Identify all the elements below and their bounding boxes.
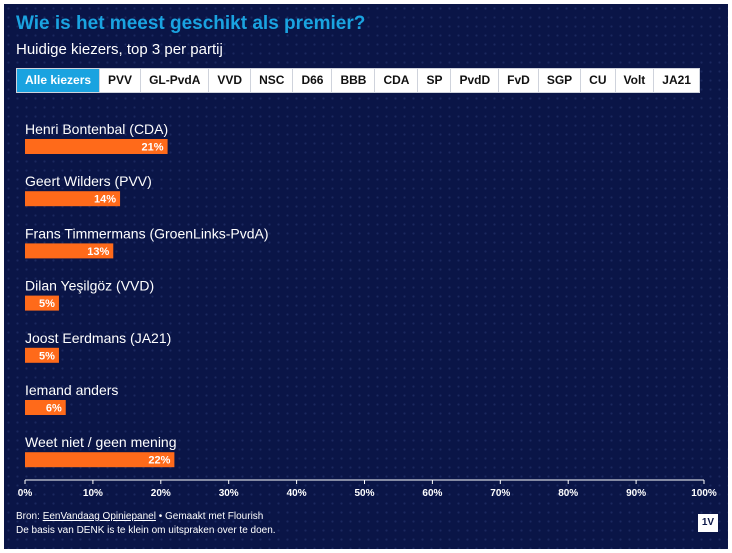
filter-tabs: Alle kiezers PVV GL-PvdA VVD NSC D66 BBB CDA SP P… <box>16 68 700 93</box>
tab-sgp[interactable]: SGP <box>538 69 582 92</box>
x-tick-label: 30% <box>219 488 239 499</box>
value-label: 21% <box>142 142 164 154</box>
chart-card: Wie is het meest geschikt als premier? H… <box>4 4 728 549</box>
x-tick-label: 50% <box>354 488 374 499</box>
x-tick-label: 90% <box>626 488 646 499</box>
tab-ja21[interactable]: JA21 <box>654 69 699 92</box>
bar <box>25 191 121 207</box>
tab-alle-kiezers[interactable]: Alle kiezers <box>17 69 101 92</box>
value-label: 22% <box>148 455 170 467</box>
bar <box>25 347 59 363</box>
category-label: Weet niet / geen mening <box>25 434 177 450</box>
tab-cu[interactable]: CU <box>581 69 616 92</box>
value-label: 5% <box>39 350 55 362</box>
x-tick-label: 60% <box>422 488 442 499</box>
category-label: Joost Eerdmans (JA21) <box>25 330 171 346</box>
source-prefix: Bron: <box>16 511 43 522</box>
category-label: Frans Timmermans (GroenLinks-PvdA) <box>25 225 269 241</box>
value-label: 13% <box>87 246 109 258</box>
tab-volt[interactable]: Volt <box>615 69 655 92</box>
category-label: Iemand anders <box>25 382 118 398</box>
value-label: 6% <box>46 403 62 415</box>
tab-bbb[interactable]: BBB <box>332 69 376 92</box>
category-label: Dilan Yeşilgöz (VVD) <box>25 278 154 294</box>
chart-subtitle: Huidige kiezers, top 3 per partij <box>16 41 223 58</box>
tab-pvv[interactable]: PVV <box>100 69 142 92</box>
tab-nsc[interactable]: NSC <box>251 69 294 92</box>
category-label: Henri Bontenbal (CDA) <box>25 121 168 137</box>
tab-gl-pvda[interactable]: GL-PvdA <box>141 69 210 92</box>
bar <box>25 400 66 415</box>
tab-sp[interactable]: SP <box>418 69 452 92</box>
footnote: De basis van DENK is te klein om uitspra… <box>16 525 276 536</box>
source-link[interactable]: EenVandaag Opiniepanel <box>42 511 156 522</box>
tab-d66[interactable]: D66 <box>293 69 333 92</box>
value-label: 14% <box>94 194 116 206</box>
source-suffix: • Gemaakt met Flourish <box>155 511 264 522</box>
x-tick-label: 0% <box>18 488 33 499</box>
tab-cda[interactable]: CDA <box>375 69 419 92</box>
bar <box>25 243 114 259</box>
category-label: Geert Wilders (PVV) <box>25 173 152 189</box>
tab-vvd[interactable]: VVD <box>209 69 252 92</box>
x-tick-label: 80% <box>558 488 578 499</box>
bar <box>25 452 175 468</box>
x-tick-label: 100% <box>691 488 717 499</box>
bar-chart: Henri Bontenbal (CDA) 21% Geert Wilders (P… <box>18 121 717 499</box>
bar <box>25 295 59 311</box>
x-tick-label: 10% <box>83 488 103 499</box>
eenvandaag-logo: 1V <box>698 514 718 532</box>
source-note: Bron: EenVandaag Opiniepanel • Gemaakt m… <box>16 510 276 538</box>
x-tick-label: 70% <box>490 488 510 499</box>
chart-title: Wie is het meest geschikt als premier? <box>16 13 366 34</box>
value-label: 5% <box>39 298 55 310</box>
tab-pvdd[interactable]: PvdD <box>451 69 500 92</box>
x-tick-label: 40% <box>287 488 307 499</box>
bar <box>25 139 168 154</box>
x-tick-label: 20% <box>151 488 171 499</box>
tab-fvd[interactable]: FvD <box>499 69 539 92</box>
